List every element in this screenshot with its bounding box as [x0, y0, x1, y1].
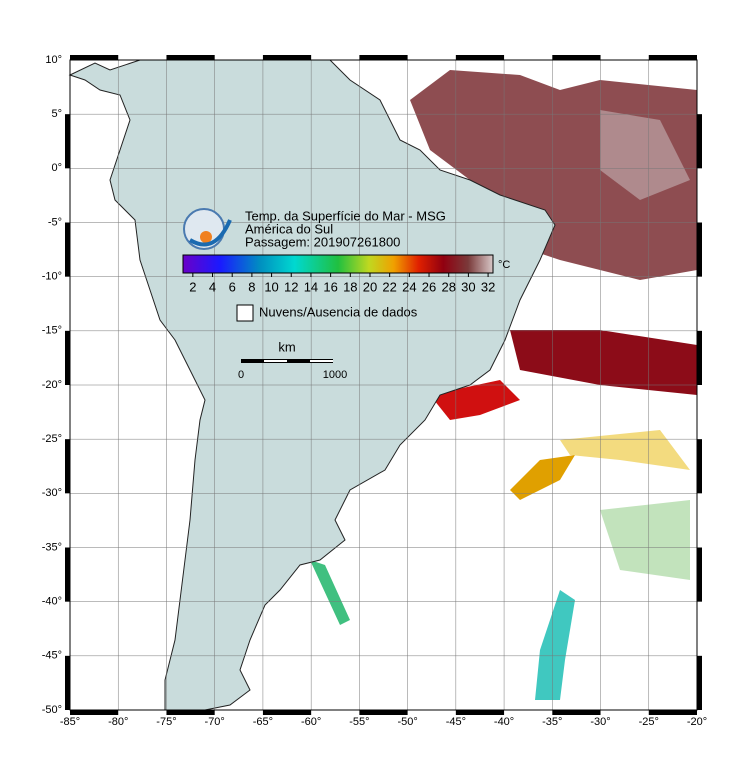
lon-label: -35° [542, 716, 562, 728]
frame-seg [65, 547, 70, 602]
frame-seg [455, 710, 505, 715]
frame-seg [648, 710, 697, 715]
lon-label: -45° [446, 716, 466, 728]
lon-label: -55° [349, 716, 369, 728]
frame-seg [697, 222, 702, 277]
no-data-swatch [236, 304, 254, 322]
lon-label: -20° [687, 716, 707, 728]
colorbar-tick-label: 14 [304, 279, 318, 294]
frame-seg [166, 710, 215, 715]
colorbar-tick-label: 28 [441, 279, 455, 294]
lat-label: -50° [42, 704, 62, 716]
lat-label: -45° [42, 650, 62, 662]
lon-label: -30° [590, 716, 610, 728]
colorbar-tick-label: 30 [461, 279, 475, 294]
colorbar-tick-label: 12 [284, 279, 298, 294]
title: Temp. da Superfície do Mar - MSG [245, 208, 446, 223]
colorbar-tick-label: 2 [189, 279, 196, 294]
colorbar-tick-label: 20 [363, 279, 377, 294]
frame-seg [648, 55, 697, 60]
scale-label: 0 [238, 369, 244, 381]
lat-label: -10° [42, 271, 62, 283]
subtitle: América do Sul [245, 221, 333, 236]
colorbar-tick-label: 18 [343, 279, 357, 294]
frame-seg [65, 655, 70, 710]
frame-ticks [65, 55, 702, 715]
sst-hot [510, 330, 697, 395]
colorbar-tick-label: 26 [422, 279, 436, 294]
lon-label: -25° [639, 716, 659, 728]
frame-seg [65, 439, 70, 494]
frame-seg [697, 547, 702, 602]
colorbar-tick-label: 24 [402, 279, 416, 294]
sst-cyan [535, 590, 575, 700]
colorbar-gradient [182, 254, 494, 274]
colorbar-tick-label: 10 [264, 279, 278, 294]
colorbar-tick-label: 6 [229, 279, 236, 294]
sst-orange [510, 455, 575, 500]
sst-green [600, 500, 690, 580]
frame-seg [262, 710, 312, 715]
frame-seg [359, 55, 408, 60]
frame-seg [166, 55, 215, 60]
lat-label: -20° [42, 379, 62, 391]
colorbar-unit: °C [498, 259, 510, 271]
frame-seg [262, 55, 312, 60]
frame-seg [697, 439, 702, 494]
sst-red [430, 380, 520, 420]
colorbar-tick-label: 22 [382, 279, 396, 294]
colorbar-tick-label: 32 [481, 279, 495, 294]
frame-seg [552, 710, 601, 715]
lon-label: -85° [60, 716, 80, 728]
scale-label: 1000 [323, 369, 347, 381]
frame-seg [70, 55, 119, 60]
colorbar-tick-label: 8 [248, 279, 255, 294]
lat-label: 5° [51, 108, 62, 120]
lat-label: -40° [42, 596, 62, 608]
lon-label: -70° [205, 716, 225, 728]
colorbar: °C 2 4 6 8 10 12 14 16 18 20 22 24 26 28 30 32 [182, 254, 510, 294]
sst-teal [310, 560, 350, 625]
sst-warmest [600, 110, 690, 200]
lon-label: -40° [494, 716, 514, 728]
frame-seg [697, 330, 702, 385]
frame-seg [359, 710, 408, 715]
logo-arrow [188, 219, 232, 247]
logo-sun [200, 231, 212, 243]
frame-seg [697, 655, 702, 710]
sst-yellow [560, 430, 690, 470]
axis-labels: -85° -80° -75° -70° -65° -60° -55° -50° -45° -40°… [42, 54, 707, 728]
frame-seg [455, 55, 505, 60]
frame-seg [70, 710, 119, 715]
title-block: Temp. da Superfície do Mar - MSG América… [183, 208, 446, 250]
scale-bar-seg [264, 360, 287, 362]
colorbar-tick-label: 16 [323, 279, 337, 294]
frame-seg [65, 222, 70, 277]
lon-label: -75° [156, 716, 176, 728]
frame-seg [65, 330, 70, 385]
lat-label: -5° [48, 216, 62, 228]
sst-patches [310, 70, 697, 700]
frame-seg [552, 55, 601, 60]
lon-label: -50° [397, 716, 417, 728]
pass-time: Passagem: 201907261800 [245, 234, 400, 249]
lat-label: 0° [51, 162, 62, 174]
lat-label: -35° [42, 541, 62, 553]
frame-seg [697, 114, 702, 169]
scale-bar: km 0 1000 [238, 339, 347, 380]
scale-unit: km [278, 339, 295, 354]
lon-label: -60° [301, 716, 321, 728]
scale-bar-seg [310, 360, 333, 362]
no-data-label: Nuvens/Ausencia de dados [259, 304, 418, 319]
lat-label: -15° [42, 325, 62, 337]
colorbar-tick-label: 4 [209, 279, 216, 294]
frame-seg [65, 114, 70, 169]
lat-label: -25° [42, 433, 62, 445]
lon-label: -65° [253, 716, 273, 728]
lon-label: -80° [108, 716, 128, 728]
lat-label: 10° [45, 54, 62, 66]
lat-label: -30° [42, 487, 62, 499]
